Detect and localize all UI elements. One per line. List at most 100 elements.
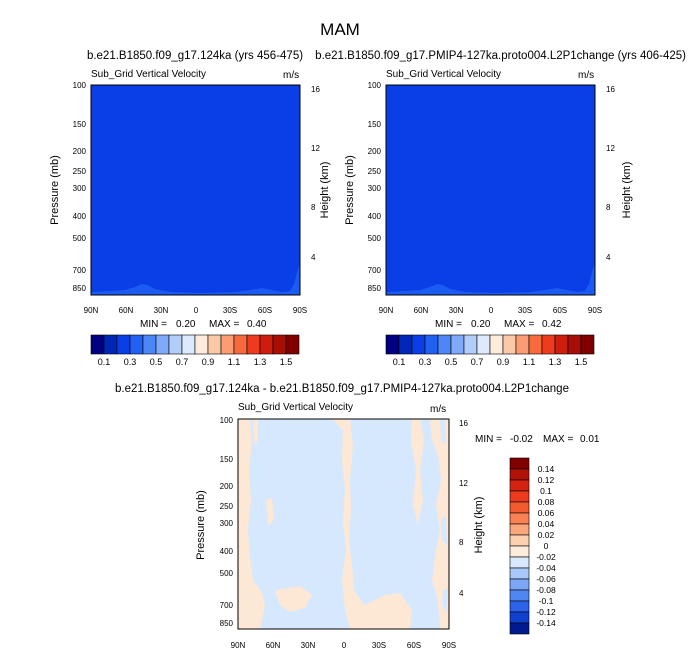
panel-2: b.e21.B1850.f09_g17.PMIP4-127ka.proto004… <box>315 50 686 367</box>
y-tick-label: 700 <box>368 266 382 275</box>
colorbar-box <box>233 334 248 355</box>
colorbar-box <box>259 334 274 355</box>
x-tick-label: 60N <box>266 641 281 650</box>
panel-2-ylabel-right: Height (km) <box>621 162 633 219</box>
x-tick-label: 90S <box>442 641 456 650</box>
y-tick-label: 200 <box>73 147 87 156</box>
y-right-tick-label: 4 <box>311 253 316 262</box>
panel-3-positive-patch <box>238 419 265 629</box>
colorbar-label: 0.02 <box>538 530 555 540</box>
y-tick-label: 250 <box>73 167 87 176</box>
colorbar-box <box>489 334 504 355</box>
colorbar-label: 0.12 <box>538 475 555 485</box>
colorbar-label: 0.1 <box>393 357 406 367</box>
panel-2-low-level-feature <box>386 262 595 295</box>
y-tick-label: 850 <box>73 284 87 293</box>
panel-2-x-ticks: 90N 60N 30N 0 30S 60S 90S <box>379 306 602 315</box>
stat-max-label: MAX = <box>543 434 573 445</box>
x-tick-label: 30S <box>518 306 532 315</box>
panel-1-colorbar-labels: 0.1 0.3 0.5 0.7 0.9 1.1 1.3 1.5 <box>98 357 293 367</box>
colorbar-label: -0.12 <box>536 607 556 617</box>
colorbar-label: 1.3 <box>254 357 267 367</box>
x-tick-label: 90S <box>293 306 307 315</box>
colorbar-box <box>541 334 556 355</box>
panel-3: b.e21.B1850.f09_g17.124ka - b.e21.B1850.… <box>115 383 600 650</box>
colorbar-box <box>509 457 530 470</box>
colorbar-box <box>509 501 530 514</box>
colorbar-box <box>509 468 530 481</box>
panel-1-stats: MIN = 0.20 MAX = 0.40 <box>140 319 267 330</box>
y-tick-label: 500 <box>368 234 382 243</box>
y-tick-label: 300 <box>220 519 234 528</box>
colorbar-box <box>155 334 170 355</box>
panel-3-ylabel: Pressure (mb) <box>195 490 207 560</box>
x-tick-label: 60S <box>258 306 272 315</box>
stat-min-value: -0.02 <box>510 434 533 445</box>
colorbar-label: 1.1 <box>228 357 241 367</box>
y-tick-label: 150 <box>220 455 234 464</box>
x-tick-label: 30S <box>223 306 237 315</box>
panel-1-subtitle: Sub_Grid Vertical Velocity <box>91 69 206 80</box>
panel-3-plot <box>237 418 450 630</box>
y-tick-label: 500 <box>73 234 87 243</box>
colorbar-box <box>220 334 235 355</box>
colorbar-label: 1.5 <box>575 357 588 367</box>
x-tick-label: 0 <box>342 641 347 650</box>
panel-3-negative-patch <box>441 515 447 545</box>
x-tick-label: 60S <box>407 641 421 650</box>
y-tick-label: 400 <box>73 212 87 221</box>
colorbar-label: 1.5 <box>280 357 293 367</box>
x-tick-label: 90N <box>84 306 99 315</box>
colorbar-box <box>509 611 530 624</box>
panel-3-y-right-ticks: 16 12 8 4 <box>459 419 468 598</box>
x-tick-label: 30N <box>154 306 169 315</box>
panel-1-x-ticks: 90N 60N 30N 0 30S 60S 90S <box>84 306 307 315</box>
panel-1-ylabel: Pressure (mb) <box>49 155 61 225</box>
colorbar-box <box>502 334 517 355</box>
colorbar-box <box>129 334 144 355</box>
y-tick-label: 100 <box>73 81 87 90</box>
colorbar-box <box>476 334 491 355</box>
y-tick-label: 700 <box>220 601 234 610</box>
y-right-tick-label: 4 <box>459 589 464 598</box>
panel-2-colorbar-labels: 0.1 0.3 0.5 0.7 0.9 1.1 1.3 1.5 <box>393 357 588 367</box>
colorbar-box <box>207 334 222 355</box>
colorbar-label: -0.08 <box>536 585 556 595</box>
panel-3-title: b.e21.B1850.f09_g17.124ka - b.e21.B1850.… <box>115 383 569 395</box>
panel-1-title: b.e21.B1850.f09_g17.124ka (yrs 456-475) <box>87 50 303 62</box>
colorbar-label: -0.04 <box>536 563 556 573</box>
colorbar-box <box>437 334 452 355</box>
colorbar-box <box>528 334 543 355</box>
colorbar-box <box>509 567 530 580</box>
y-tick-label: 400 <box>220 547 234 556</box>
panel-3-positive-patch <box>275 586 312 612</box>
y-tick-label: 250 <box>220 502 234 511</box>
panel-3-colorbar <box>509 457 530 635</box>
panel-2-colorbar <box>385 334 595 355</box>
colorbar-box <box>509 534 530 547</box>
y-tick-label: 700 <box>73 266 87 275</box>
panel-1-low-level-feature <box>91 262 300 295</box>
colorbar-box <box>509 578 530 591</box>
panel-3-positive-patch <box>253 419 258 445</box>
y-tick-label: 300 <box>73 184 87 193</box>
panel-3-positive-patch <box>266 498 274 525</box>
colorbar-label: 0.06 <box>538 508 555 518</box>
colorbar-box <box>246 334 261 355</box>
colorbar-label: -0.06 <box>536 574 556 584</box>
panel-1-units: m/s <box>283 70 299 81</box>
panel-2-frame <box>385 84 596 296</box>
colorbar-box <box>567 334 582 355</box>
colorbar-box <box>515 334 530 355</box>
x-tick-label: 90N <box>379 306 394 315</box>
colorbar-label: 0.08 <box>538 497 555 507</box>
colorbar-box <box>509 479 530 492</box>
colorbar-box <box>103 334 118 355</box>
y-tick-label: 400 <box>368 212 382 221</box>
stat-max-value: 0.01 <box>580 434 600 445</box>
panel-3-y-ticks: 100 150 200 250 300 400 500 700 850 <box>220 416 234 628</box>
x-tick-label: 60N <box>414 306 429 315</box>
y-tick-label: 200 <box>220 482 234 491</box>
y-right-tick-label: 4 <box>606 253 611 262</box>
